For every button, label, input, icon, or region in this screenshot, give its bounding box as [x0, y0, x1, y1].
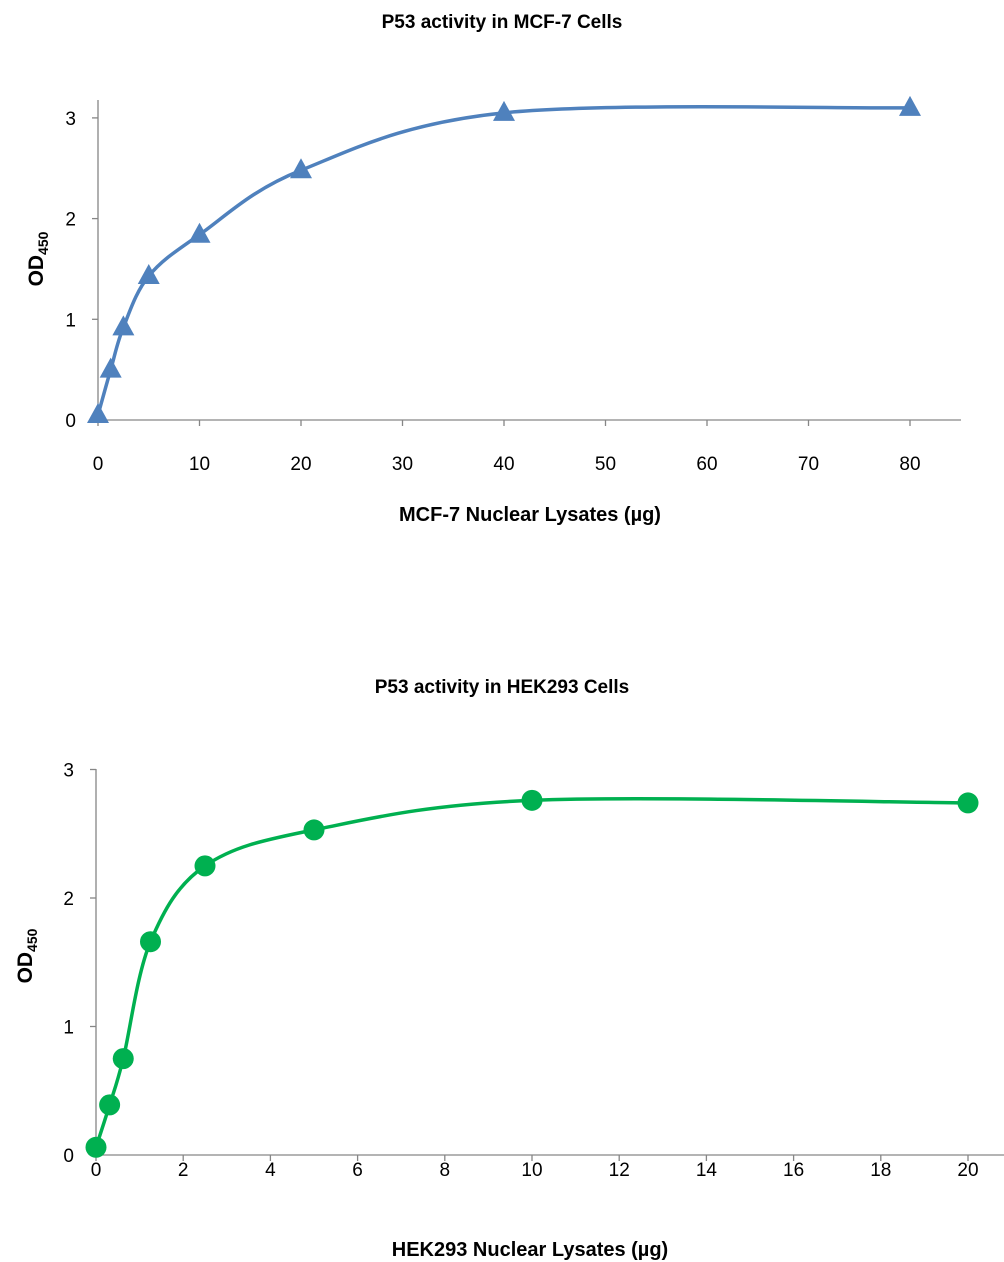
x-ticks-mcf7: 0 10 20 30 40 50 60 70 80: [93, 420, 921, 475]
chart-title-mcf7: P53 activity in MCF-7 Cells: [382, 12, 623, 33]
y-axis-label-sub-hek293: 450: [24, 928, 40, 952]
y-tick-label-mcf7: 2: [65, 210, 76, 231]
y-tick-label-mcf7: 0: [65, 411, 76, 432]
data-point-circle-hek293: [112, 1048, 134, 1070]
y-axis-label-main-hek293: OD: [14, 952, 37, 984]
y-tick-label-hek293: 1: [63, 1018, 74, 1039]
x-tick-label-hek293: 4: [265, 1160, 276, 1181]
y-axis-label-mcf7: OD450: [25, 231, 51, 286]
data-point-circle-hek293: [194, 855, 216, 877]
data-point-triangle-mcf7: [493, 100, 515, 121]
x-tick-label-hek293: 0: [91, 1160, 102, 1181]
x-tick-label-hek293: 14: [696, 1160, 718, 1181]
data-point-triangle-mcf7: [112, 315, 135, 336]
y-axis-label-main-mcf7: OD: [25, 255, 48, 287]
x-tick-label-mcf7: 0: [93, 454, 104, 475]
y-tick-label-mcf7: 3: [65, 109, 76, 130]
x-tick-label-hek293: 12: [609, 1160, 630, 1181]
data-point-circle-hek293: [957, 792, 979, 814]
data-point-triangle-mcf7: [137, 263, 160, 284]
x-tick-label-hek293: 2: [178, 1160, 189, 1181]
chart-title-hek293: P53 activity in HEK293 Cells: [375, 677, 630, 698]
y-tick-label-hek293: 2: [63, 889, 74, 910]
y-axis-label-hek293: OD450: [14, 928, 40, 983]
data-point-circle-hek293: [99, 1094, 121, 1116]
chart-mcf7: P53 activity in MCF-7 Cells 0 1 2 3 0 10 20 30…: [25, 12, 961, 526]
x-tick-label-hek293: 18: [870, 1160, 891, 1181]
series-markers-hek293: [85, 789, 979, 1158]
y-tick-label-hek293: 3: [63, 761, 74, 782]
series-line-hek293: [94, 797, 970, 1150]
x-tick-label-hek293: 8: [440, 1160, 451, 1181]
x-tick-label-mcf7: 80: [899, 454, 920, 475]
y-axis-label-sub-mcf7: 450: [35, 231, 51, 255]
y-ticks-mcf7: 0 1 2 3: [65, 109, 98, 432]
x-axis-label-hek293: HEK293 Nuclear Lysates (µg): [392, 1239, 668, 1261]
y-tick-label-mcf7: 1: [65, 310, 76, 331]
data-point-triangle-mcf7: [188, 222, 211, 243]
data-point-circle-hek293: [521, 789, 543, 811]
x-tick-label-mcf7: 10: [189, 454, 210, 475]
series-markers-mcf7: [87, 95, 921, 423]
x-tick-label-mcf7: 50: [595, 454, 616, 475]
data-point-circle-hek293: [303, 819, 325, 841]
x-tick-label-mcf7: 70: [798, 454, 819, 475]
x-tick-label-mcf7: 20: [290, 454, 311, 475]
data-point-triangle-mcf7: [290, 158, 312, 179]
data-point-triangle-mcf7: [87, 402, 109, 423]
x-tick-label-hek293: 20: [957, 1160, 978, 1181]
x-tick-label-hek293: 6: [352, 1160, 363, 1181]
y-ticks-hek293: 0 1 2 3: [63, 761, 96, 1167]
x-axis-label-mcf7: MCF-7 Nuclear Lysates (µg): [399, 504, 661, 526]
data-point-triangle-mcf7: [99, 357, 122, 378]
series-line-mcf7: [96, 104, 912, 417]
x-ticks-hek293: 0 2 4 6 8 10 12 14 16 18 20: [91, 1155, 979, 1181]
y-tick-label-hek293: 0: [63, 1146, 74, 1167]
x-tick-label-mcf7: 40: [493, 454, 514, 475]
x-tick-label-hek293: 16: [783, 1160, 804, 1181]
data-point-circle-hek293: [85, 1136, 107, 1158]
x-tick-label-mcf7: 60: [696, 454, 717, 475]
data-point-triangle-mcf7: [899, 95, 921, 116]
x-tick-label-hek293: 10: [521, 1160, 542, 1181]
x-tick-label-mcf7: 30: [392, 454, 413, 475]
data-point-circle-hek293: [140, 931, 161, 953]
